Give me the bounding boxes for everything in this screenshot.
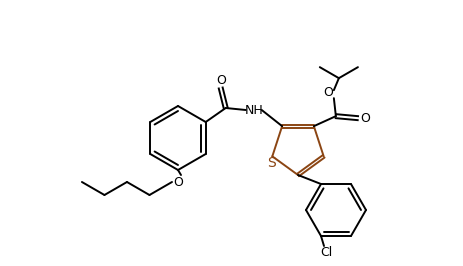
Text: O: O	[216, 74, 225, 88]
Text: NH: NH	[244, 103, 263, 117]
Text: O: O	[173, 176, 183, 189]
Text: O: O	[360, 112, 370, 125]
Text: O: O	[323, 86, 333, 99]
Text: S: S	[267, 156, 275, 170]
Text: Cl: Cl	[320, 247, 332, 259]
